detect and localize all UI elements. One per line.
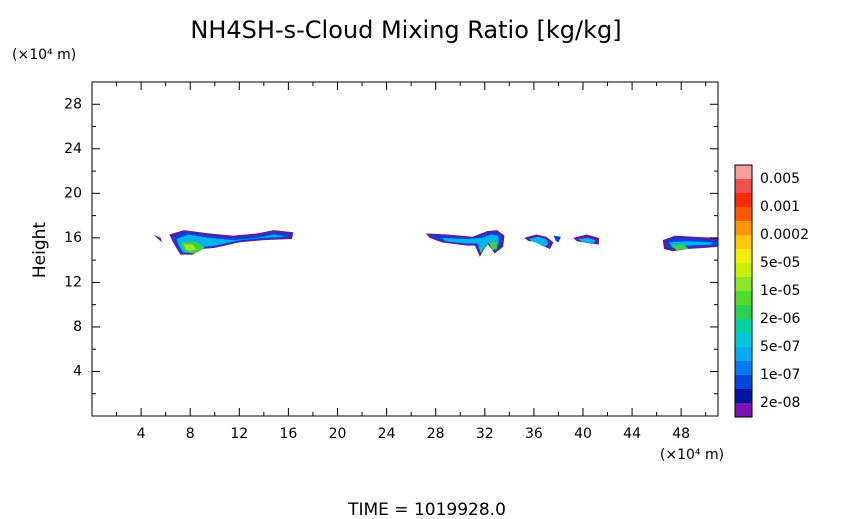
colorbar-swatch xyxy=(735,193,752,207)
colorbar-frame xyxy=(734,164,753,418)
colorbar-swatch xyxy=(735,305,752,319)
colorbar-swatch xyxy=(735,375,752,389)
y-unit: (×10⁴ m) xyxy=(12,47,76,63)
colorbar-swatch xyxy=(735,319,752,333)
colorbar-swatch xyxy=(735,291,752,305)
x-unit: (×10⁴ m) xyxy=(660,447,724,463)
x-tick-label: 16 xyxy=(279,426,297,442)
x-tick-label: 40 xyxy=(574,426,592,442)
colorbar-swatch xyxy=(735,179,752,193)
x-tick-label: 48 xyxy=(672,426,690,442)
colorbar-label: 1e-05 xyxy=(760,283,800,299)
chart-title: NH4SH-s-Cloud Mixing Ratio [kg/kg] xyxy=(190,16,621,44)
colorbar-swatch xyxy=(735,277,752,291)
colorbar-swatch xyxy=(735,333,752,347)
colorbar-label: 2e-06 xyxy=(760,311,800,327)
colorbar-swatch xyxy=(735,389,752,403)
colorbar-swatch xyxy=(735,249,752,263)
x-tick-label: 32 xyxy=(476,426,494,442)
cloud-region xyxy=(553,235,561,243)
colorbar-swatch xyxy=(735,235,752,249)
cloud-region xyxy=(441,234,499,253)
cloud-region xyxy=(176,234,285,253)
colorbar-label: 5e-05 xyxy=(760,255,800,271)
colorbar-label: 0.0002 xyxy=(760,227,809,243)
cloud-region xyxy=(488,241,498,251)
cloud-region xyxy=(528,236,549,247)
colorbar-swatch xyxy=(735,165,752,179)
footer: TIME = 1019928.0 xyxy=(347,500,506,519)
x-tick-label: 24 xyxy=(378,426,396,442)
x-tick-label: 36 xyxy=(525,426,543,442)
colorbar-swatch xyxy=(735,403,752,417)
x-tick-label: 4 xyxy=(137,426,146,442)
cloud-region xyxy=(184,244,197,252)
cloud-region xyxy=(578,237,596,244)
y-tick-label: 28 xyxy=(64,96,82,112)
y-tick-label: 24 xyxy=(64,141,82,157)
colorbar-label: 1e-07 xyxy=(760,367,800,383)
colorbar-swatch xyxy=(735,221,752,235)
y-tick-label: 20 xyxy=(64,185,82,201)
x-tick-label: 44 xyxy=(623,426,641,442)
x-tick-label: 20 xyxy=(329,426,347,442)
plot-area xyxy=(153,230,718,257)
colorbar-swatch xyxy=(735,263,752,277)
x-tick-label: 12 xyxy=(230,426,248,442)
x-tick-label: 28 xyxy=(427,426,445,442)
cloud-region xyxy=(671,244,689,251)
colorbar-label: 5e-07 xyxy=(760,339,800,355)
cloud-region xyxy=(153,234,162,243)
plot-frame xyxy=(91,81,719,417)
y-tick-label: 8 xyxy=(73,319,82,335)
colorbar-label: 2e-08 xyxy=(760,395,800,411)
y-tick-label: 4 xyxy=(73,363,82,379)
colorbar-label: 0.005 xyxy=(760,171,800,187)
cloud-region xyxy=(478,246,483,254)
colorbar-swatch xyxy=(735,207,752,221)
y-tick-label: 16 xyxy=(64,230,82,246)
colorbar-label: 0.001 xyxy=(760,199,800,215)
colorbar-swatch xyxy=(735,361,752,375)
x-tick-label: 8 xyxy=(186,426,195,442)
colorbar-swatch xyxy=(735,347,752,361)
y-axis-label: Height xyxy=(30,222,50,279)
y-tick-label: 12 xyxy=(64,274,82,290)
